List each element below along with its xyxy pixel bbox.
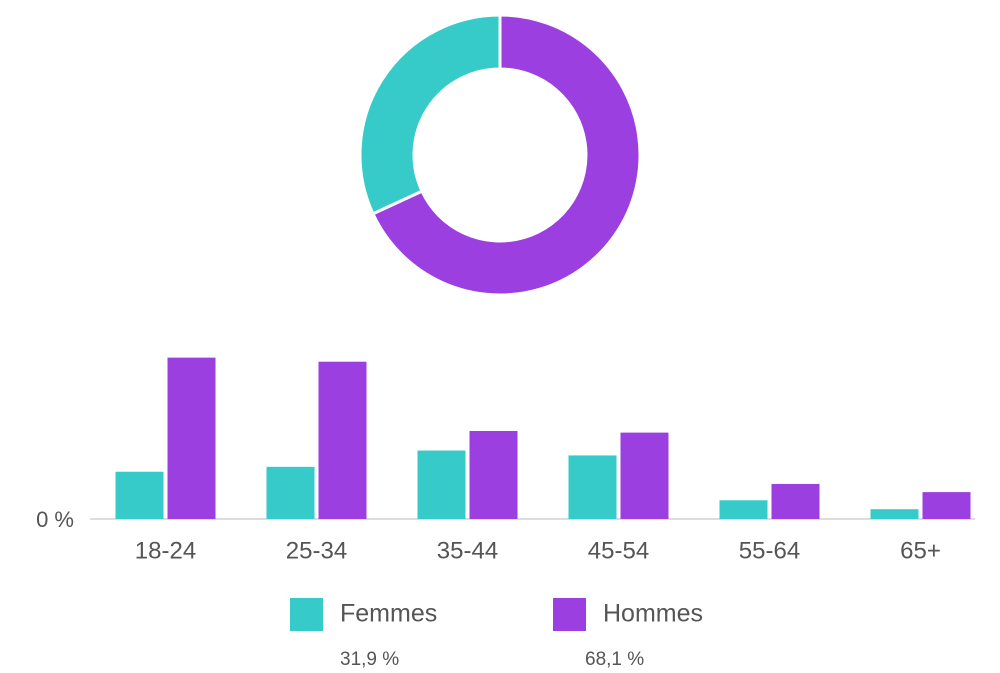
y-tick-label: 0 %	[36, 507, 74, 532]
legend-swatch	[290, 598, 323, 631]
legend-swatch	[553, 598, 586, 631]
donut-slice	[370, 13, 642, 297]
bar	[167, 357, 216, 519]
x-tick-label: 55-64	[739, 537, 800, 564]
bar	[620, 432, 669, 519]
x-tick-label: 65+	[900, 537, 941, 564]
x-tick-label: 35-44	[437, 537, 498, 564]
bar	[719, 500, 768, 519]
x-tick-label: 18-24	[135, 537, 196, 564]
bar	[568, 455, 617, 519]
bar	[115, 471, 164, 519]
bar	[771, 483, 820, 519]
x-tick-label: 45-54	[588, 537, 649, 564]
legend-value: 68,1 %	[585, 649, 644, 670]
bar	[318, 361, 367, 519]
bar	[870, 509, 919, 519]
x-tick-label: 25-34	[286, 537, 347, 564]
legend-label: Femmes	[340, 600, 437, 628]
bar	[469, 430, 518, 519]
bar	[417, 450, 466, 519]
bar	[266, 466, 315, 519]
legend-label: Hommes	[603, 600, 703, 628]
legend-value: 31,9 %	[340, 649, 399, 670]
donut-slice	[358, 13, 502, 216]
bar	[922, 492, 971, 519]
